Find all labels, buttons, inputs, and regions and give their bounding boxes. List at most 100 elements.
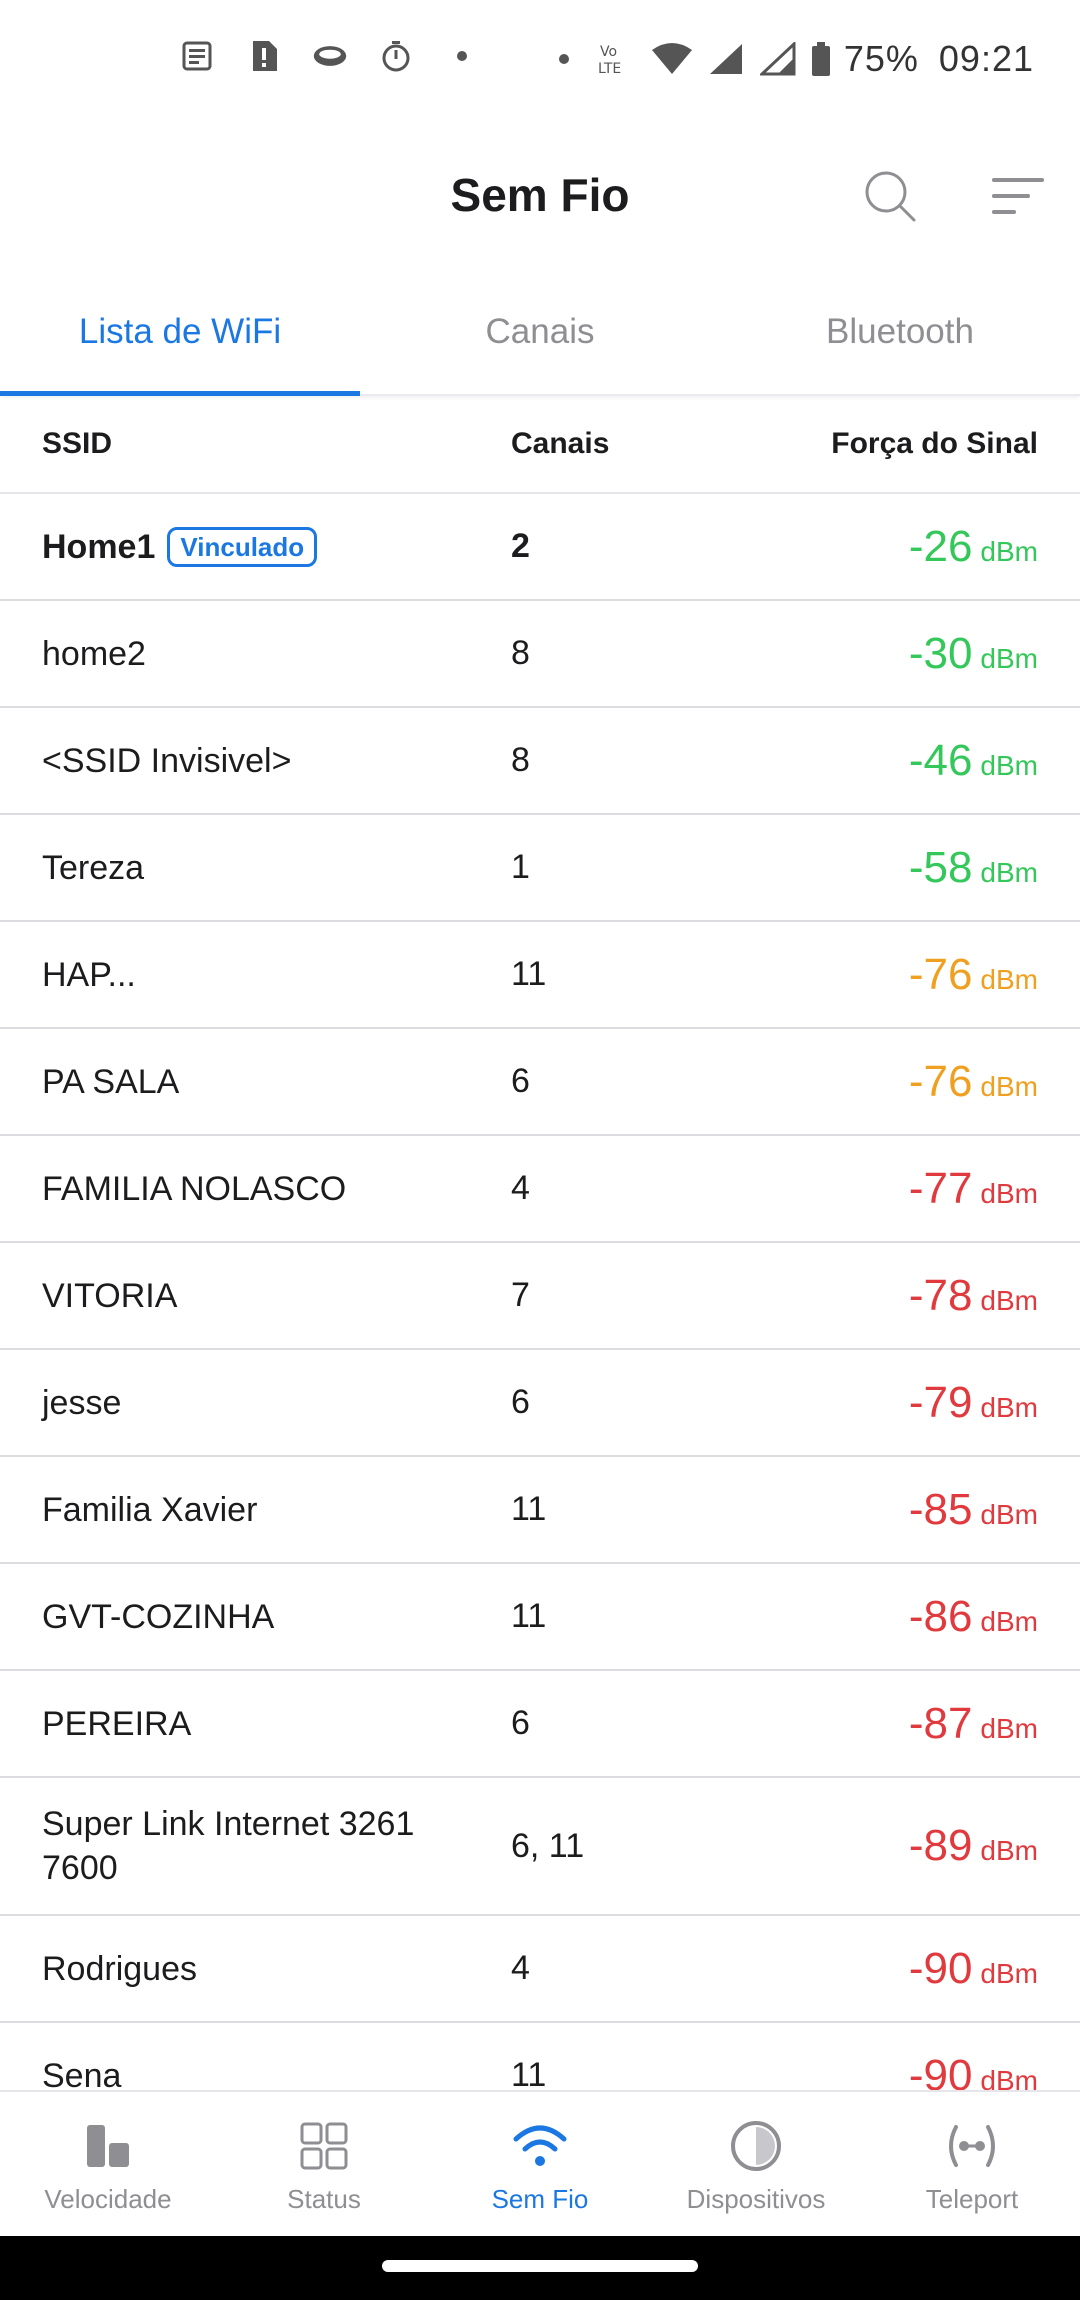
signal-value: -26 xyxy=(908,521,973,571)
signal-unit: dBm xyxy=(980,1605,1038,1637)
signal-unit: dBm xyxy=(980,1070,1038,1102)
wifi-status-icon xyxy=(650,41,694,77)
table-row[interactable]: Tereza 1 -58 dBm xyxy=(0,815,1080,922)
signal-unit: dBm xyxy=(980,1391,1038,1423)
channel-cell: 6, 11 xyxy=(511,1826,585,1865)
header-channels[interactable]: Canais xyxy=(511,427,610,460)
signal-unit: dBm xyxy=(980,642,1038,674)
signal-value: -46 xyxy=(908,735,973,785)
nav-label: Status xyxy=(287,2184,361,2214)
signal-value: -76 xyxy=(908,1056,973,1106)
battery-percent: 75% xyxy=(843,38,919,79)
signal-cell: -79 dBm xyxy=(909,1378,1038,1428)
nav-label: Sem Fio xyxy=(491,2184,589,2214)
alert-icon xyxy=(246,38,282,74)
ssid-cell: PEREIRA xyxy=(42,1704,192,1743)
signal-cell: -30 dBm xyxy=(909,629,1038,679)
table-row[interactable]: <SSID Invisivel> 8 -46 dBm xyxy=(0,708,1080,815)
grid-icon xyxy=(296,2118,352,2174)
tab-bar: Lista de WiFi Canais Bluetooth xyxy=(0,270,1080,396)
signal-unit: dBm xyxy=(980,1835,1038,1866)
signal-unit: dBm xyxy=(980,1177,1038,1209)
ssid-cell: Sena xyxy=(42,2056,122,2091)
channel-cell: 6 xyxy=(511,1704,530,1742)
table-row[interactable]: Sena 11 -90 dBm xyxy=(0,2023,1080,2091)
table-row[interactable]: GVT-COZINHA 11 -86 dBm xyxy=(0,1564,1080,1671)
header-signal[interactable]: Força do Sinal xyxy=(831,427,1038,460)
table-row[interactable]: PEREIRA 6 -87 dBm xyxy=(0,1671,1080,1778)
wifi-icon xyxy=(512,2118,568,2174)
signal-value: -87 xyxy=(908,1698,973,1748)
table-row[interactable]: HAP... 11 -76 dBm xyxy=(0,922,1080,1029)
system-nav-bar xyxy=(0,2236,1080,2300)
page-title: Sem Fio xyxy=(450,169,630,221)
tab-bluetooth[interactable]: Bluetooth xyxy=(826,312,974,351)
channel-cell: 6 xyxy=(511,1062,530,1100)
table-row[interactable]: Familia Xavier 11 -85 dBm xyxy=(0,1457,1080,1564)
table-row[interactable]: FAMILIA NOLASCO 4 -77 dBm xyxy=(0,1136,1080,1243)
channel-cell: 8 xyxy=(511,634,530,672)
table-row[interactable]: Super Link Internet 3261 7600 6, 11 -89 d… xyxy=(0,1778,1080,1916)
nav-speed[interactable]: Velocidade xyxy=(0,2092,216,2236)
signal-cell: -76 dBm xyxy=(909,950,1038,1000)
channel-cell: 1 xyxy=(511,848,530,886)
ssid-cell: jesse xyxy=(42,1383,122,1422)
nav-label: Teleport xyxy=(925,2184,1019,2214)
signal-unit: dBm xyxy=(980,749,1038,781)
channel-cell: 11 xyxy=(511,1597,547,1635)
signal-cell: -78 dBm xyxy=(909,1271,1038,1321)
app-icon xyxy=(312,38,348,74)
table-row[interactable]: Rodrigues 4 -90 dBm xyxy=(0,1916,1080,2023)
signal-cell: -90 dBm xyxy=(909,2051,1038,2091)
table-row[interactable]: Home1 Vinculado 2 -26 dBm xyxy=(0,494,1080,601)
table-row[interactable]: PA SALA 6 -76 dBm xyxy=(0,1029,1080,1136)
wifi-list[interactable]: Home1 Vinculado 2 -26 dBm home2 8 -30 dBm <… xyxy=(0,494,1080,2090)
tab-channels[interactable]: Canais xyxy=(485,312,595,351)
channel-cell: 7 xyxy=(511,1276,530,1314)
sort-button[interactable] xyxy=(990,174,1046,220)
table-row[interactable]: jesse 6 -79 dBm xyxy=(0,1350,1080,1457)
signal-icon xyxy=(706,41,746,77)
search-button[interactable] xyxy=(862,168,918,224)
signal-value: -77 xyxy=(908,1163,973,1213)
battery-icon xyxy=(810,41,832,77)
tab-wifi-list[interactable]: Lista de WiFi xyxy=(0,270,360,396)
status-bar: Vo LTE 75% 09:21 xyxy=(0,0,1080,124)
ssid-cell: GVT-COZINHA xyxy=(42,1597,275,1636)
ssid-name: Home1 xyxy=(42,527,156,566)
signal-cell: -89 dBm xyxy=(909,1821,1038,1871)
signal-value: -86 xyxy=(908,1591,973,1641)
signal-cell: -85 dBm xyxy=(909,1485,1038,1535)
home-gesture-bar[interactable] xyxy=(382,2260,698,2272)
sort-icon xyxy=(992,178,1044,214)
ssid-cell: PA SALA xyxy=(42,1062,180,1101)
notification-icons xyxy=(180,38,480,74)
nav-teleport[interactable]: Teleport xyxy=(864,2092,1080,2236)
channel-cell: 11 xyxy=(511,1490,547,1528)
signal-unit: dBm xyxy=(980,1957,1038,1989)
dot-icon xyxy=(546,41,582,77)
header-ssid[interactable]: SSID xyxy=(42,427,113,460)
signal-unit: dBm xyxy=(980,1498,1038,1530)
signal-cell: -87 dBm xyxy=(909,1699,1038,1749)
signal-cell: -76 dBm xyxy=(909,1057,1038,1107)
circle-icon xyxy=(728,2118,784,2174)
signal-value: -58 xyxy=(908,842,973,892)
signal-cell: -86 dBm xyxy=(909,1592,1038,1642)
channel-cell: 4 xyxy=(511,1949,530,1987)
signal-value: -30 xyxy=(908,628,973,678)
linked-badge: Vinculado xyxy=(167,526,318,567)
dot-icon xyxy=(444,38,480,74)
signal-value: -89 xyxy=(908,1821,973,1870)
ssid-cell: Home1 Vinculado xyxy=(42,525,472,569)
ssid-cell: FAMILIA NOLASCO xyxy=(42,1169,347,1208)
nav-wireless[interactable]: Sem Fio xyxy=(432,2092,648,2236)
table-row[interactable]: home2 8 -30 dBm xyxy=(0,601,1080,708)
ssid-cell: <SSID Invisivel> xyxy=(42,741,292,780)
nav-label: Dispositivos xyxy=(686,2184,826,2214)
nav-devices[interactable]: Dispositivos xyxy=(648,2092,864,2236)
ssid-cell: VITORIA xyxy=(42,1276,178,1315)
table-row[interactable]: VITORIA 7 -78 dBm xyxy=(0,1243,1080,1350)
signal-unit: dBm xyxy=(980,963,1038,995)
nav-status[interactable]: Status xyxy=(216,2092,432,2236)
